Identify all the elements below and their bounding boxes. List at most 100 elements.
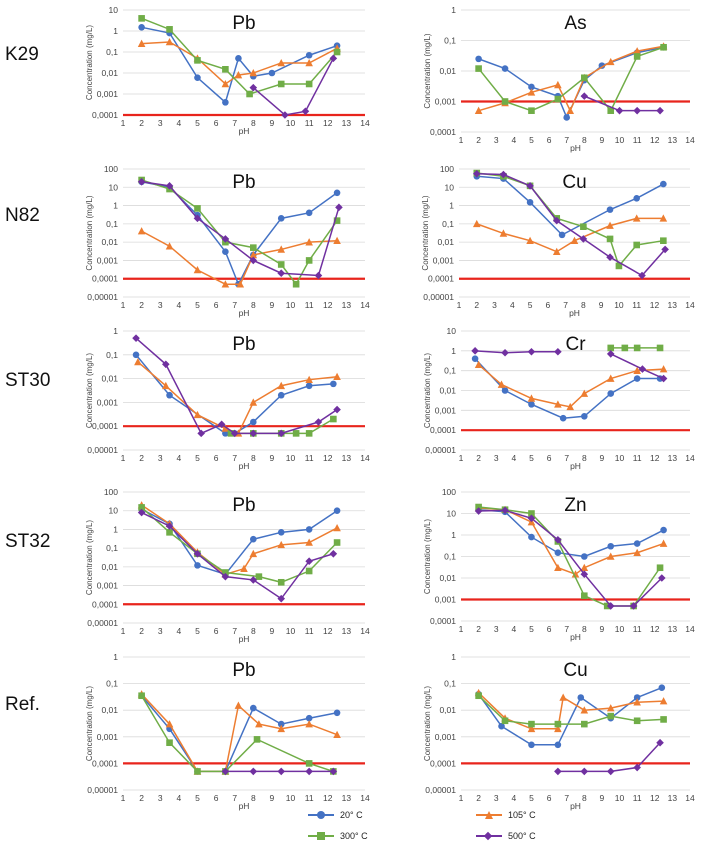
x-tick-label: 5 [529,793,534,803]
chart-title: Pb [232,495,255,516]
data-point-c500 [580,767,589,776]
data-point-c20 [577,694,585,701]
x-tick-label: 8 [251,118,256,128]
y-tick-label: 0,0001 [430,425,456,435]
data-point-c500 [193,214,202,223]
data-point-c300 [660,716,667,723]
x-tick-label: 7 [232,300,237,310]
data-point-c500 [638,271,646,280]
x-tick-label: 8 [581,300,586,310]
y-tick-label: 100 [104,487,118,497]
y-tick-label: 0,0001 [430,127,456,137]
data-point-c105 [497,380,506,388]
data-point-c300 [580,223,587,230]
series-line-c20 [478,687,663,746]
data-point-c105 [606,57,615,66]
data-point-c500 [137,508,146,517]
data-point-c20 [305,526,313,533]
x-tick-label: 5 [195,626,200,636]
series-line-c300 [141,506,338,584]
x-tick-label: 6 [214,626,219,636]
data-point-c300 [528,510,535,517]
legend: 20° C 105° C 300° C 500° C [0,800,704,848]
x-tick-label: 6 [214,300,219,310]
x-tick-label: 3 [494,624,499,634]
series-line-c300 [478,695,664,725]
data-point-c20 [498,722,505,730]
x-tick-label: 14 [685,793,695,803]
y-tick-label: 0,00001 [425,445,456,455]
y-tick-label: 100 [442,487,456,497]
data-point-c20 [277,720,285,728]
y-tick-label: 0,0001 [92,421,118,431]
data-point-c500 [526,182,534,190]
x-tick-label: 8 [251,300,256,310]
data-point-c500 [221,235,230,243]
x-tick-label: 6 [547,793,552,803]
data-point-c500 [249,83,258,92]
legend-label-20c: 20° C [340,810,363,820]
data-point-c300 [166,739,173,747]
data-point-c500 [580,92,589,100]
data-point-c300 [250,244,257,251]
y-tick-label: 0,001 [97,255,119,265]
x-tick-label: 9 [600,624,605,634]
data-point-c105 [162,381,170,390]
x-tick-label: 6 [214,793,219,803]
x-tick-label: 8 [582,624,587,634]
y-tick-label: 0,00001 [87,292,118,302]
x-tick-label: 4 [176,453,181,463]
x-tick-label: 6 [547,624,552,634]
x-tick-label: 10 [286,300,296,310]
data-point-c500 [277,767,286,776]
data-point-c500 [472,169,481,178]
data-point-c105 [277,58,286,67]
x-tick-label: 11 [305,300,314,310]
data-point-c300 [656,564,664,572]
x-tick-label: 9 [600,453,605,463]
data-point-c20 [250,535,257,543]
data-point-c500 [659,374,668,383]
data-point-c105 [333,236,341,244]
x-tick-label: 7 [232,118,237,128]
data-point-c500 [314,418,323,426]
y-tick-label: 0,00001 [87,445,118,455]
data-point-c20 [501,387,509,394]
y-tick-label: 1 [113,26,118,36]
x-axis-label: pH [239,308,250,318]
data-point-c300 [305,567,313,575]
x-tick-label: 14 [360,118,370,128]
data-point-c105 [659,697,668,705]
data-point-c500 [629,602,638,610]
data-point-c105 [277,381,286,390]
data-point-c20 [475,55,482,63]
data-point-c300 [194,205,201,212]
data-point-c105 [277,540,286,549]
data-point-c500 [656,738,664,747]
x-tick-label: 14 [360,793,370,803]
y-tick-label: 1 [451,530,456,540]
data-point-c500 [230,429,239,438]
data-point-c105 [333,523,341,532]
data-point-c500 [638,365,647,373]
x-tick-label: 9 [599,300,604,310]
y-tick-label: 0,00001 [423,292,454,302]
data-point-c105 [305,538,313,546]
data-point-c105 [606,374,615,382]
y-tick-label: 0,001 [435,405,457,415]
x-axis-label: pH [239,801,250,811]
data-point-c500 [221,767,230,776]
x-tick-label: 10 [286,118,296,128]
x-tick-label: 14 [360,300,370,310]
legend-item-500c: 500° C [476,831,536,841]
data-point-c105 [234,71,243,79]
x-axis-label: pH [569,308,580,318]
data-point-c105 [221,79,230,88]
data-point-c105 [474,106,483,114]
data-point-c105 [236,280,245,288]
data-point-c20 [528,741,535,749]
data-point-c500 [606,602,615,610]
data-point-c500 [329,767,338,776]
x-tick-label: 11 [633,453,642,463]
